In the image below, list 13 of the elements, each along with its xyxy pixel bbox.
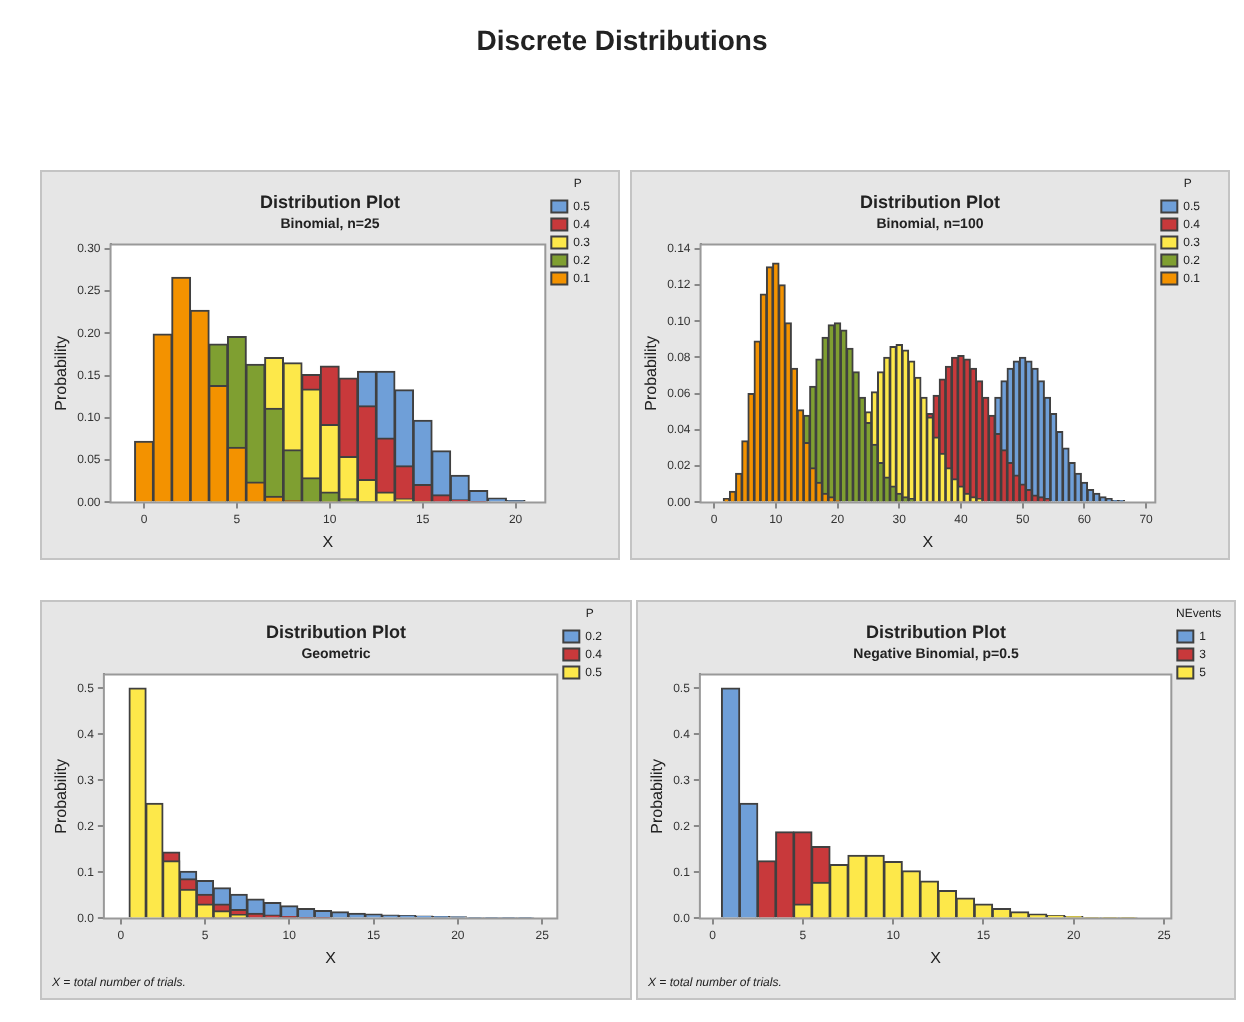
chart-title: Distribution Plot [266,621,406,642]
chart-title: Distribution Plot [860,191,1000,212]
y-axis-title: Probability [52,336,71,411]
chart-title: Distribution Plot [260,191,400,212]
chart-title: Distribution Plot [866,621,1006,642]
x-axis-title: X [930,948,943,967]
text: Discrete Distributions [474,24,770,56]
y-axis-title: Probability [52,759,71,834]
y-axis-title: Probability [648,759,667,834]
x-axis-title: X [922,532,935,551]
x-axis-title: X [325,948,338,967]
x-axis-title: X [322,532,335,551]
y-axis-title: Probability [642,336,661,411]
